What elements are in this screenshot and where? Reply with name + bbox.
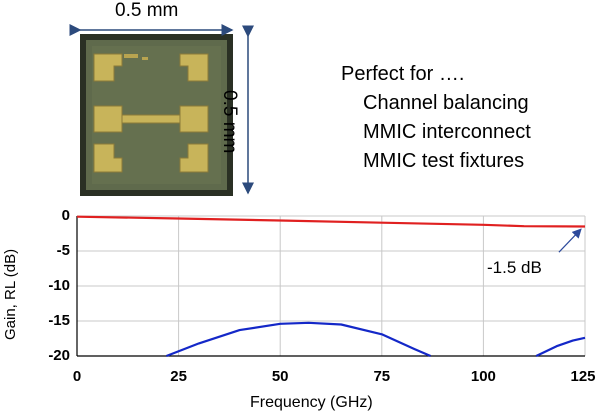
y-tick-label: -20 — [48, 347, 70, 364]
x-tick-label: 25 — [170, 368, 187, 385]
x-tick-label: 50 — [271, 368, 289, 385]
y-tick-label: -5 — [56, 242, 70, 259]
gain-series-line — [76, 215, 586, 228]
annotation-arrow — [558, 228, 582, 253]
y-tick-label: 0 — [61, 207, 70, 224]
chip-photo — [80, 34, 233, 196]
annotation-label: -1.5 dB — [487, 258, 542, 277]
y-tick-label: -10 — [48, 277, 70, 294]
y-tick-label: -15 — [48, 312, 70, 329]
width-label: 0.5 mm — [115, 0, 179, 21]
feature-list: Perfect for …. Channel balancing MMIC in… — [341, 60, 531, 176]
feature-item: MMIC interconnect — [363, 121, 531, 143]
return-loss-series-line — [535, 336, 586, 357]
dimension-arrows — [69, 24, 254, 195]
x-tick-label: 100 — [470, 368, 496, 385]
feature-heading: Perfect for …. — [341, 63, 465, 85]
feature-item: Channel balancing — [363, 92, 529, 114]
x-tick-label: 125 — [570, 368, 596, 385]
x-tick-label: 0 — [72, 368, 82, 385]
return-loss-series-line — [166, 321, 432, 358]
x-axis-title: Frequency (GHz) — [250, 394, 373, 411]
feature-item: MMIC test fixtures — [363, 150, 525, 172]
y-axis-title: Gain, RL (dB) — [2, 248, 19, 340]
x-tick-label: 75 — [373, 368, 391, 385]
